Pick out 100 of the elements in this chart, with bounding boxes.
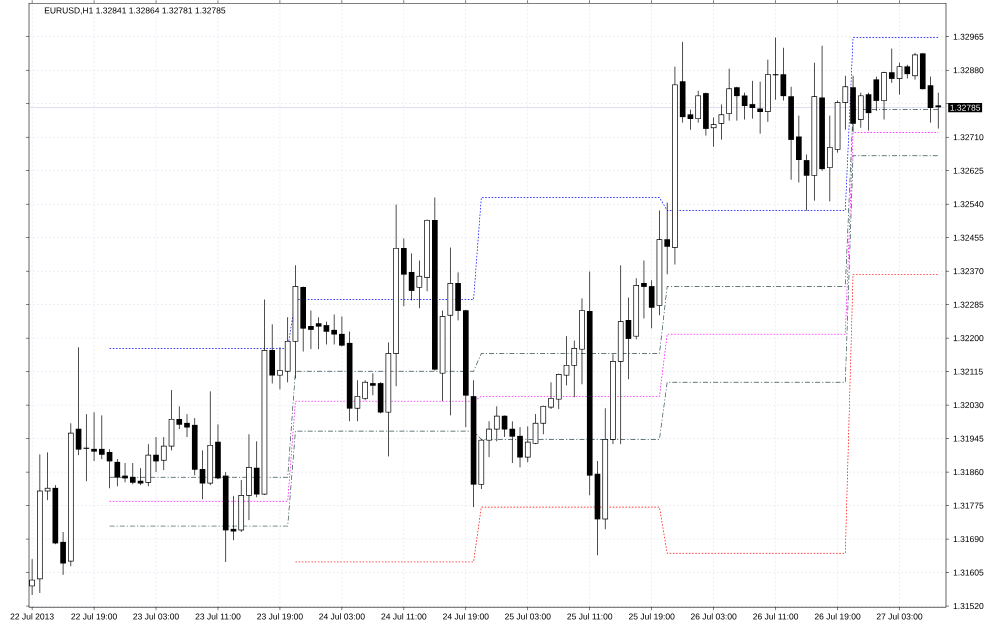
y-tick-label: 1.31945 [954,435,984,442]
candlestick [448,247,454,416]
candlestick [517,426,523,468]
x-tick-label: 25 Jul 11:00 [567,613,612,620]
candlestick [424,219,430,292]
y-tick-label: 1.31775 [954,502,984,508]
candlestick [664,202,670,275]
y-tick-label: 1.31860 [954,468,984,475]
candlestick [564,336,570,386]
x-tick-label: 23 Jul 03:00 [133,613,179,620]
candlestick [750,80,756,119]
candlestick [548,382,554,410]
x-tick-label: 26 Jul 11:00 [753,613,798,620]
candlestick [277,346,283,390]
candlestick [618,264,624,444]
candlestick [772,37,778,100]
y-tick-label: 1.32455 [954,234,984,241]
candlestick [200,450,206,500]
x-tick-label: 23 Jul 11:00 [196,613,240,620]
candlestick [122,462,128,483]
candlestick [896,62,902,95]
candlestick [44,452,50,500]
candlestick [796,115,802,183]
candlestick [470,380,476,508]
candlestick [656,210,662,316]
candlestick [586,271,593,496]
candlestick [826,115,833,202]
candlestick [866,92,872,131]
candlestick [688,109,694,130]
candlestick [440,310,446,402]
x-tick-label: 25 Jul 03:00 [505,613,551,620]
y-tick-label: 1.32880 [954,67,984,74]
candlestick [292,264,298,379]
candlestick [408,252,414,301]
x-tick-label: 24 Jul 11:00 [381,613,426,620]
candlestick [819,45,825,171]
candlestick [804,154,810,211]
candlestick [850,75,856,132]
candlestick [757,81,763,134]
x-tick-label: 27 Jul 03:00 [876,613,922,620]
x-tick-label: 24 Jul 03:00 [319,613,365,620]
candlestick [168,390,174,451]
candlestick [788,86,794,180]
candlestick [354,380,360,422]
y-tick-label: 1.32965 [954,34,984,40]
candlestick [91,412,97,462]
x-tick-label: 25 Jul 19:00 [628,613,674,620]
candlestick [284,316,291,383]
y-tick-label: 1.32540 [954,201,984,208]
candlestick [502,414,508,438]
candlestick [37,454,43,594]
y-tick-label: 1.32115 [954,368,983,375]
candlestick [386,342,392,457]
candlestick [486,420,492,458]
candlestick [928,76,934,123]
x-tick-label: 26 Jul 19:00 [814,613,860,620]
y-tick-label: 1.32030 [954,402,984,408]
candlestick [153,436,159,472]
candlestick [401,238,407,306]
candlestick [83,414,90,482]
candlestick [455,272,461,321]
candlestick [416,260,422,308]
candlestick [331,314,337,345]
candlestick [842,75,848,130]
y-tick-label: 1.31605 [954,569,984,576]
candlestick [393,204,399,386]
candlestick [262,299,268,496]
candlestick [626,297,632,380]
candlestick [610,354,616,444]
y-tick-label: 1.31520 [954,602,984,609]
candlestick [812,62,818,201]
y-tick-label: 1.32370 [954,268,984,274]
candlestick [494,406,500,442]
x-tick-label: 22 Jul 19:00 [71,613,117,620]
candlestick [672,66,678,265]
candlestick [834,100,840,153]
x-tick-label: 23 Jul 19:00 [257,613,303,620]
candlestick [370,372,376,396]
x-tick-label: 24 Jul 19:00 [443,613,489,620]
candlestick [532,414,538,444]
candlestick [703,92,709,136]
x-tick-label: 22 Jul 2013 [10,613,54,620]
candlestick [184,414,190,438]
y-tick-label: 1.32200 [954,335,984,342]
candlestick [106,448,112,488]
candlestick [602,408,608,530]
y-tick-label: 1.31690 [954,536,984,542]
candlestick [765,59,771,122]
ref-line-label: 1.32785 [950,104,980,111]
y-tick-label: 1.32625 [954,168,984,174]
candlestick [594,460,600,556]
candlestick [246,434,252,520]
candlestick [230,496,236,540]
candlestick [60,532,66,576]
y-tick-label: 1.32710 [954,134,984,140]
candlestick [160,436,167,470]
y-tick-label: 1.32285 [954,302,984,308]
candlestick [641,260,647,319]
candlestick [324,321,330,345]
candlestick [346,330,352,422]
